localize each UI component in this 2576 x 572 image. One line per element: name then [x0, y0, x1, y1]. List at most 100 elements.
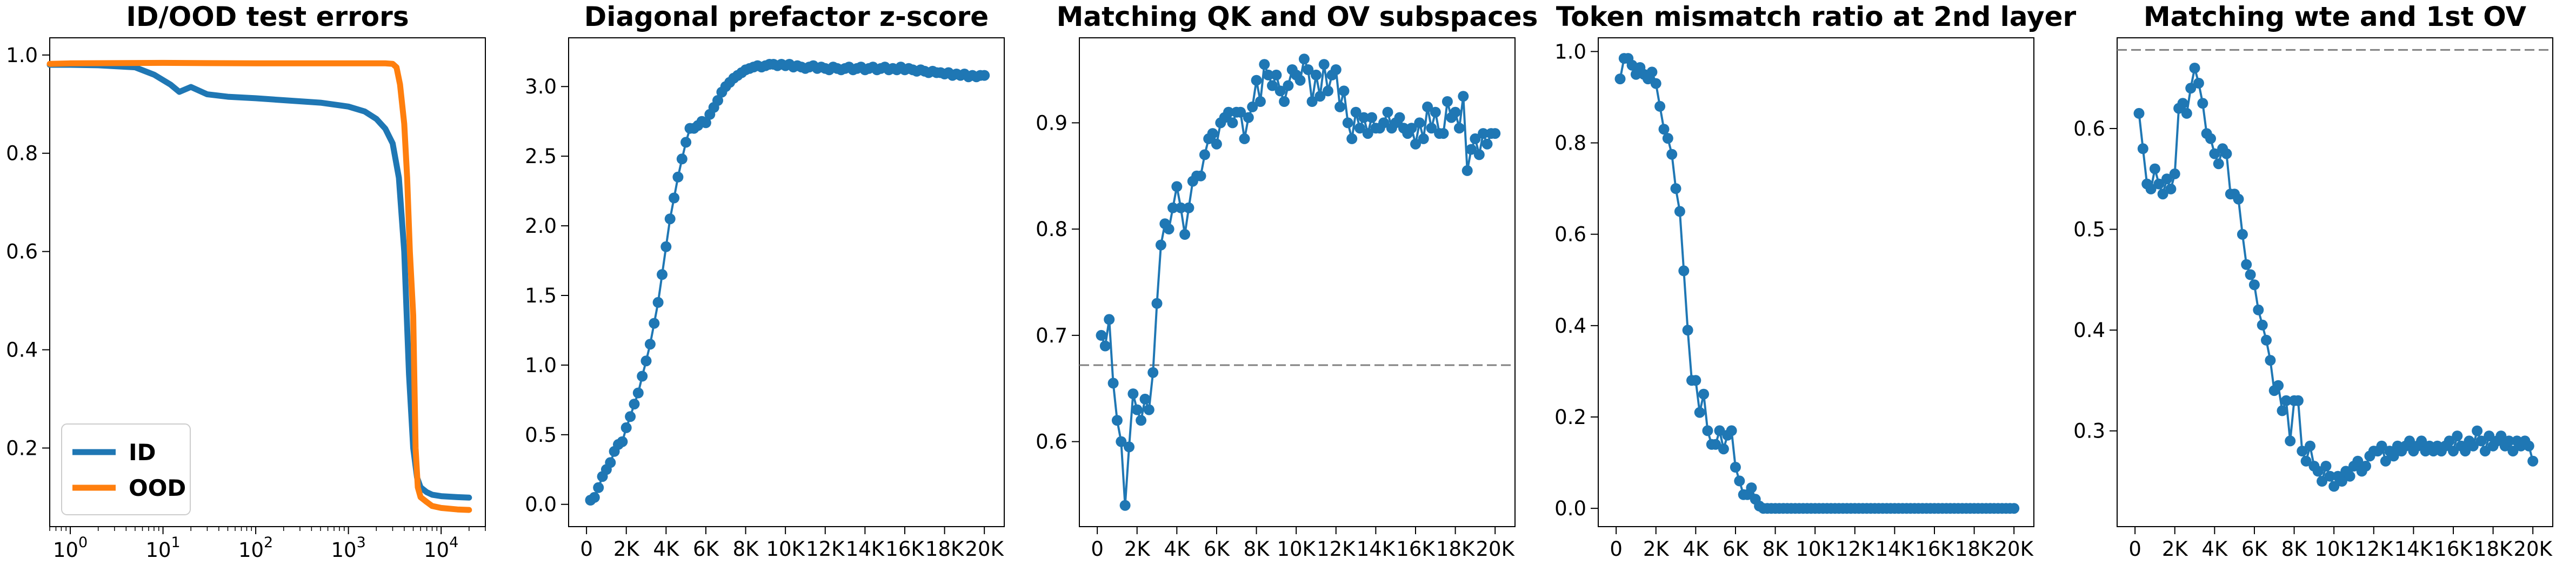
y-tick-label: 0.6	[2073, 117, 2105, 140]
x-tick-label: 2K	[2162, 537, 2189, 561]
y-tick-label: 0.0	[1554, 497, 1586, 520]
x-tick-label: 8K	[1244, 537, 1271, 561]
data-point	[2197, 98, 2208, 109]
data-point	[1394, 112, 1405, 123]
y-tick-label: 0.4	[6, 339, 38, 362]
x-tick-label: 16K	[1396, 537, 1436, 561]
data-point	[2507, 446, 2519, 457]
data-point	[1674, 206, 1685, 217]
y-tick-label: 0.2	[1554, 406, 1586, 429]
axes-frame	[2117, 37, 2553, 527]
data-point	[2145, 183, 2157, 194]
x-tick-label: 4K	[1164, 537, 1191, 561]
x-tick-label: 16K	[1915, 537, 1954, 561]
x-tick-label: 0	[580, 537, 593, 561]
data-point	[1470, 133, 1481, 144]
data-point	[1271, 69, 1282, 80]
data-point	[1378, 117, 1390, 129]
data-point	[700, 117, 711, 129]
data-point	[2253, 304, 2264, 315]
data-point	[649, 318, 660, 329]
data-point	[1710, 439, 1721, 450]
data-point	[1334, 101, 1346, 112]
data-point	[1207, 128, 1218, 139]
data-point	[1119, 500, 1131, 511]
chart-title: Matching wte and 1st OV	[2144, 1, 2527, 32]
data-point	[2305, 440, 2315, 452]
data-point	[593, 482, 604, 493]
data-point	[2245, 269, 2256, 280]
data-point	[2467, 440, 2479, 452]
data-point	[1267, 80, 1278, 91]
data-point	[1104, 314, 1115, 325]
data-point	[1131, 404, 1143, 415]
x-tick-label: 0	[1091, 537, 1104, 561]
data-point	[2248, 279, 2260, 291]
data-point	[1694, 407, 1705, 418]
y-tick-label: 0.9	[1036, 111, 1067, 134]
data-point	[1274, 85, 1286, 97]
data-point	[2265, 355, 2276, 366]
data-point	[1318, 59, 1330, 70]
x-tick-label: 6K	[693, 537, 720, 561]
data-point	[1235, 106, 1246, 118]
data-point	[1199, 149, 1210, 160]
y-tick-label: 1.0	[6, 44, 38, 67]
data-point	[1179, 229, 1191, 240]
data-point	[2205, 133, 2216, 144]
x-tick-label: 16K	[2434, 537, 2473, 561]
axes-frame	[1598, 37, 2034, 527]
data-point	[589, 492, 600, 503]
x-tick-label: 6K	[1204, 537, 1231, 561]
data-point	[1175, 202, 1186, 213]
data-point	[1350, 106, 1362, 118]
data-point	[1223, 106, 1234, 118]
x-tick-label: 8K	[733, 537, 760, 561]
axes-frame	[49, 37, 486, 527]
data-point	[1458, 91, 1469, 102]
data-point	[2484, 430, 2495, 442]
data-point	[644, 339, 656, 350]
data-point	[2157, 189, 2168, 200]
data-point	[2360, 461, 2371, 472]
data-point	[2285, 435, 2296, 447]
data-point	[1227, 117, 1238, 129]
legend-label: ID	[129, 439, 156, 466]
data-point	[1746, 482, 1757, 494]
chart-panel-2: Diagonal prefactor z-score 0 2K 4K 6K 8K 10K 12…	[525, 1, 1005, 561]
data-point	[1306, 96, 1318, 107]
y-tick-label: 0.6	[6, 240, 38, 264]
x-tick-label: 18K	[1436, 537, 1476, 561]
x-tick-label: 4K	[1683, 537, 1710, 561]
x-tick-label: 103	[331, 534, 365, 562]
data-point	[2472, 425, 2483, 436]
axes-frame	[1079, 37, 1516, 527]
series-line	[46, 62, 472, 501]
data-point	[620, 422, 632, 433]
x-tick-label: 20K	[965, 537, 1005, 561]
data-point	[2241, 259, 2252, 270]
data-point	[2149, 163, 2160, 174]
data-point	[2273, 380, 2284, 391]
data-point	[2008, 503, 2020, 514]
x-tick-label: 20K	[1476, 537, 1516, 561]
data-point	[2320, 461, 2332, 472]
data-point	[1323, 85, 1333, 97]
data-point	[1442, 96, 1453, 107]
series-line	[1619, 57, 2016, 510]
data-point	[676, 153, 688, 165]
data-point	[1263, 69, 1274, 80]
data-point	[640, 355, 652, 367]
x-tick-label: 2K	[613, 537, 640, 561]
data-point	[1147, 367, 1159, 378]
x-tick-label: 18K	[925, 537, 965, 561]
data-point	[1247, 101, 1258, 112]
series-line	[589, 63, 986, 501]
x-tick-label: 104	[424, 534, 458, 562]
y-tick-label: 0.8	[6, 142, 38, 165]
data-point	[2527, 455, 2539, 467]
series-line	[2138, 67, 2534, 488]
data-point	[2300, 455, 2312, 467]
